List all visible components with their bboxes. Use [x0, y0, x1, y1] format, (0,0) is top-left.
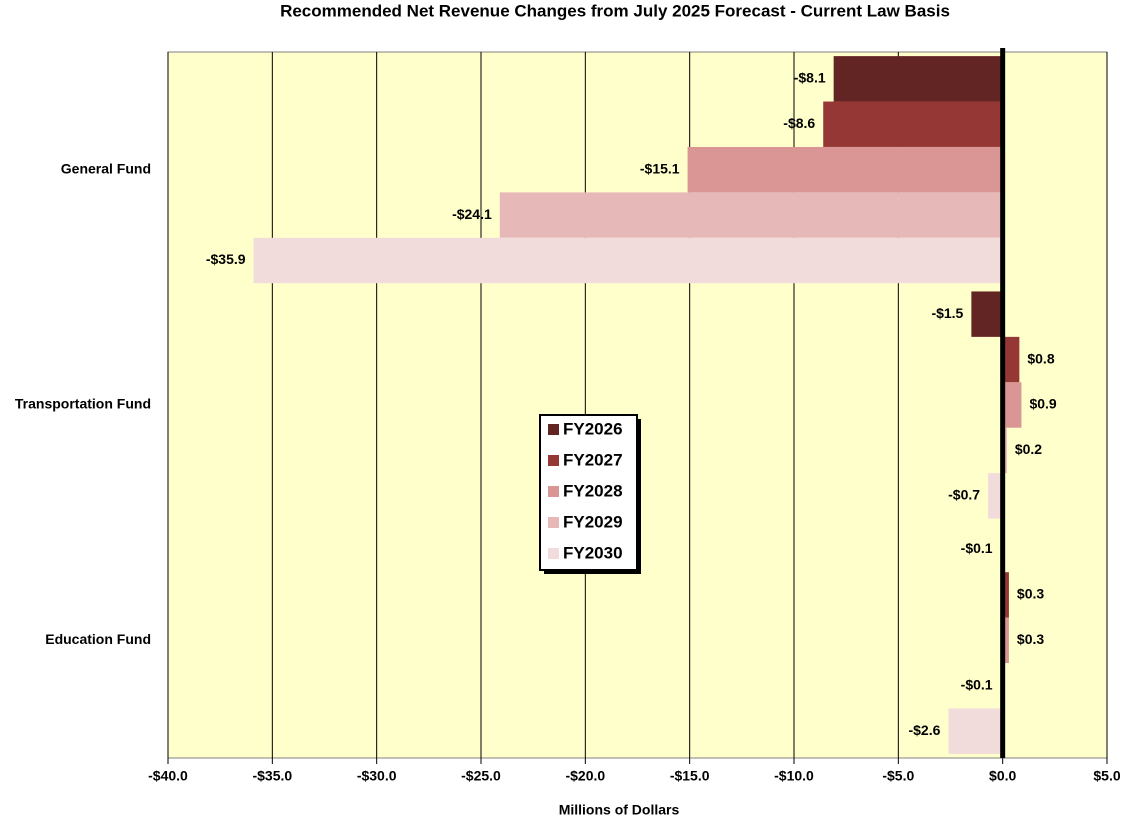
legend-swatch	[548, 517, 559, 528]
bar	[833, 56, 1003, 102]
legend-swatch	[548, 486, 559, 497]
bar	[988, 473, 1003, 519]
bar	[1002, 382, 1022, 428]
legend-label: FY2026	[563, 419, 623, 438]
legend-swatch	[548, 424, 559, 435]
x-tick-label: -$25.0	[461, 768, 501, 784]
bar	[971, 291, 1003, 337]
bar	[1002, 572, 1009, 618]
chart-title: Recommended Net Revenue Changes from Jul…	[280, 1, 950, 20]
legend-swatch	[548, 455, 559, 466]
value-label: -$0.7	[948, 487, 980, 503]
legend-label: FY2029	[563, 512, 623, 531]
value-label: -$8.6	[783, 115, 815, 131]
x-tick-label: $5.0	[1093, 768, 1120, 784]
bar	[253, 237, 1003, 284]
value-label: -$8.1	[794, 70, 826, 86]
x-tick-label: -$30.0	[357, 768, 397, 784]
value-label: $0.2	[1015, 441, 1042, 457]
bar	[499, 192, 1003, 238]
legend-label: FY2028	[563, 481, 623, 500]
value-label: $0.3	[1017, 631, 1044, 647]
legend-swatch	[548, 548, 559, 559]
x-axis-label: Millions of Dollars	[559, 802, 680, 818]
value-label: -$0.1	[961, 540, 993, 556]
bar	[823, 101, 1003, 147]
value-label: -$35.9	[206, 251, 246, 267]
x-tick-label: -$40.0	[148, 768, 188, 784]
bar	[948, 708, 1003, 754]
x-tick-label: -$10.0	[774, 768, 814, 784]
value-label: $0.9	[1029, 396, 1056, 412]
x-tick-label: -$35.0	[252, 768, 292, 784]
value-label: -$2.6	[908, 722, 940, 738]
y-tick-label: Education Fund	[45, 631, 151, 647]
value-label: $0.8	[1027, 350, 1054, 366]
y-tick-label: General Fund	[61, 160, 151, 176]
legend-label: FY2030	[563, 543, 623, 562]
value-label: -$0.1	[961, 676, 993, 692]
legend-label: FY2027	[563, 450, 623, 469]
bar	[1002, 336, 1020, 383]
x-tick-label: -$15.0	[670, 768, 710, 784]
x-tick-label: -$5.0	[882, 768, 914, 784]
value-label: -$1.5	[931, 305, 963, 321]
value-label: -$24.1	[452, 206, 492, 222]
value-label: $0.3	[1017, 586, 1044, 602]
bar	[687, 146, 1003, 193]
y-tick-label: Transportation Fund	[15, 396, 151, 412]
x-tick-label: -$20.0	[565, 768, 605, 784]
bar	[1002, 617, 1009, 664]
x-tick-label: $0.0	[989, 768, 1016, 784]
value-label: -$15.1	[640, 160, 680, 176]
